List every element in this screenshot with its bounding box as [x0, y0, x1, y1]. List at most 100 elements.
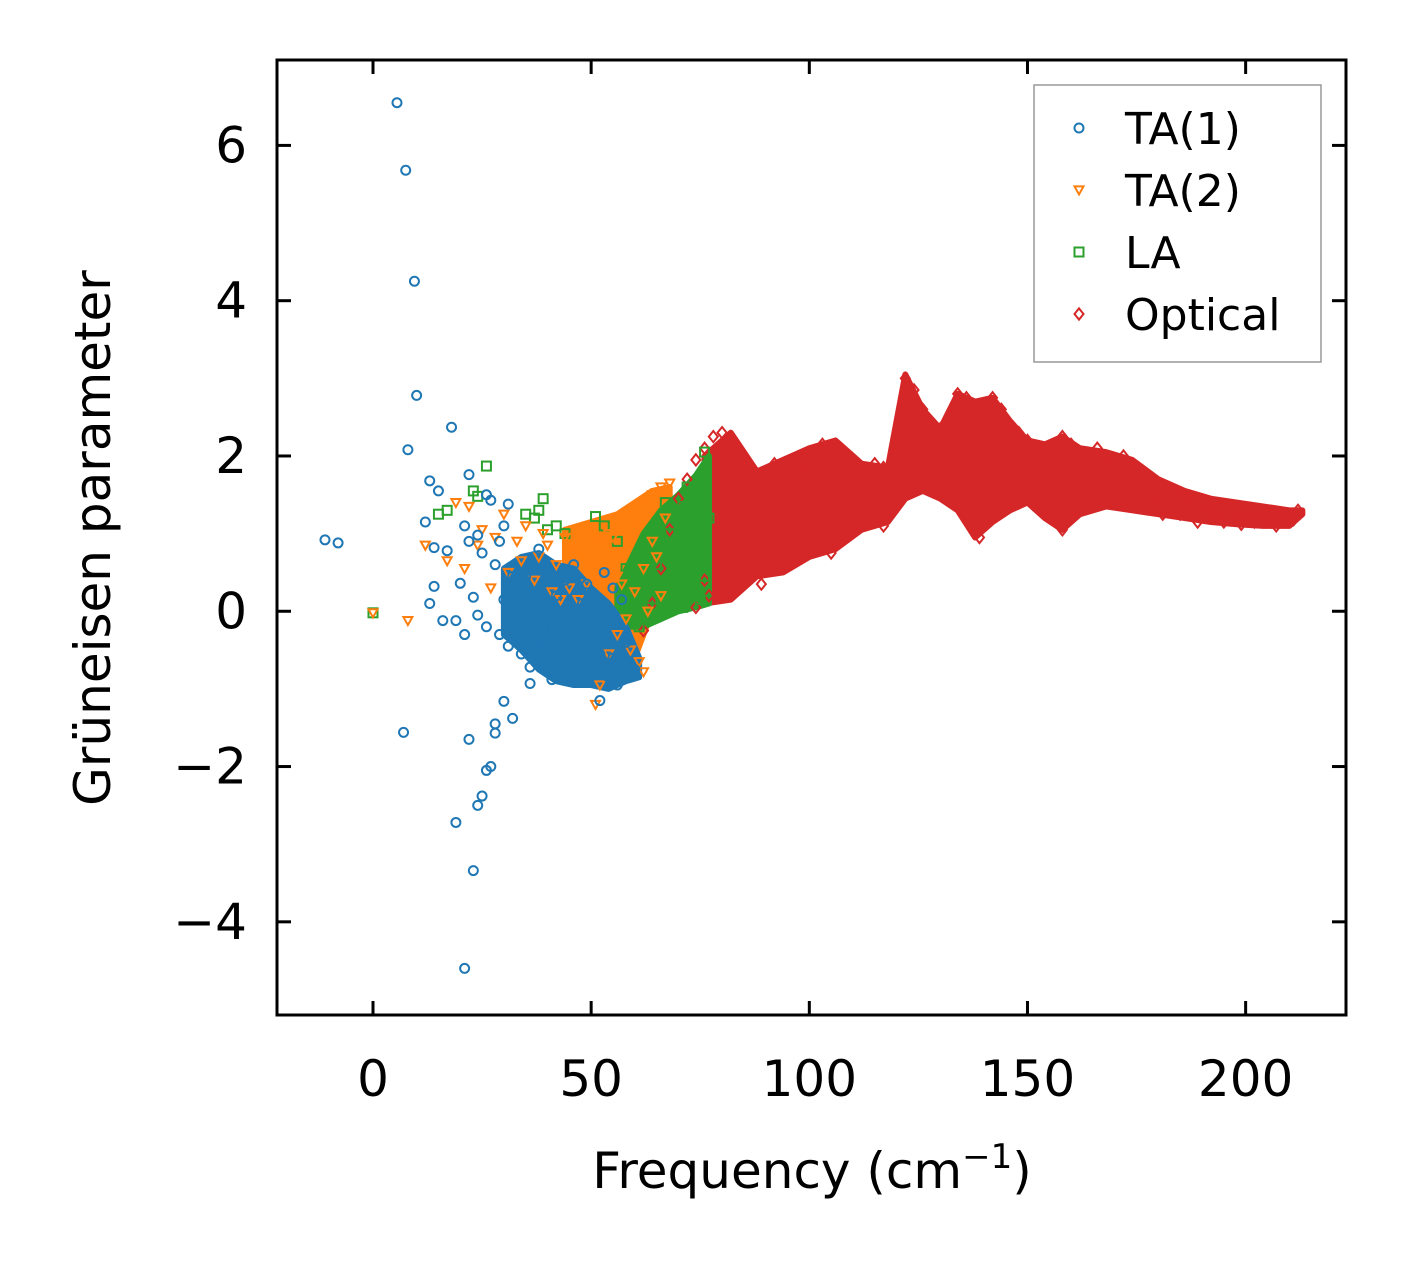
data-point-optical [1091, 440, 1104, 456]
data-point-optical [1148, 491, 1160, 506]
data-point-optical [746, 479, 759, 495]
data-point-la [677, 601, 689, 613]
data-point-optical [1248, 514, 1261, 530]
data-point-ta1 [616, 594, 628, 606]
data-point-optical [1178, 491, 1191, 506]
data-point-optical [951, 386, 964, 402]
data-point-optical [964, 510, 977, 526]
data-point-ta1 [498, 695, 510, 707]
data-point-ta2 [401, 615, 415, 628]
data-point-optical [973, 530, 986, 545]
data-point-ta2 [584, 560, 598, 572]
data-point-ta1 [533, 543, 545, 555]
data-point-ta1 [568, 652, 580, 664]
data-point-ta2 [558, 532, 572, 545]
data-point-ta2 [632, 657, 646, 669]
data-point-optical [751, 514, 763, 530]
data-point-optical [1043, 460, 1056, 475]
data-point-optical [655, 561, 667, 576]
data-point-optical [738, 545, 750, 561]
data-point-ta2 [515, 556, 528, 568]
data-point-ta1 [485, 494, 497, 506]
data-point-la [677, 500, 689, 512]
x-tick-label: 50 [559, 1050, 623, 1108]
data-point-ta1 [408, 275, 420, 287]
data-point-ta1 [559, 629, 571, 641]
data-point-optical [812, 495, 824, 510]
data-point-la [629, 590, 641, 602]
data-point-optical [943, 468, 955, 483]
y-tick-label: 0 [215, 582, 247, 640]
data-point-ta1 [489, 718, 501, 730]
data-point-ta1 [432, 485, 444, 497]
data-point-ta1 [542, 601, 554, 613]
data-point-optical [799, 460, 811, 475]
data-point-ta2 [541, 540, 554, 552]
data-point-ta1 [594, 695, 606, 707]
x-axis-label: Frequency (cm−1) [592, 1137, 1032, 1200]
data-point-optical [908, 382, 920, 398]
data-point-ta1 [450, 816, 462, 828]
legend-label-la: LA [1125, 228, 1181, 279]
data-point-optical [1135, 475, 1147, 491]
data-point-ta2 [637, 501, 650, 514]
data-point-ta1 [524, 677, 536, 689]
data-point-la [651, 520, 663, 532]
data-point-la [655, 594, 667, 606]
data-point-optical [1143, 472, 1156, 487]
data-point-ta1 [515, 648, 527, 660]
data-point-ta1 [450, 615, 462, 627]
data-point-ta2 [611, 571, 624, 583]
x-tick-label: 100 [762, 1050, 857, 1108]
data-point-ta1 [459, 629, 471, 641]
data-point-optical [899, 371, 912, 386]
data-point-ta2 [619, 548, 633, 560]
data-point-ta2 [641, 606, 655, 618]
data-point-ta2 [650, 552, 663, 564]
data-point-ta2 [593, 680, 607, 692]
data-point-ta2 [628, 587, 641, 599]
data-point-ta2 [654, 591, 668, 603]
data-point-ta1 [411, 389, 423, 401]
y-tick-label: 2 [215, 427, 247, 485]
data-point-ta1 [572, 671, 584, 683]
data-point-ta1 [476, 790, 488, 802]
legend-marker-ta1 [1073, 122, 1085, 134]
legend-label-ta1: TA(1) [1124, 104, 1241, 155]
data-point-ta1 [485, 761, 497, 773]
data-point-ta1 [511, 586, 523, 598]
data-point-optical [825, 545, 837, 561]
data-point-optical [834, 534, 846, 549]
data-point-optical [947, 491, 960, 506]
data-point-optical [1012, 425, 1025, 440]
axis-ticks [277, 60, 1346, 1015]
data-point-optical [986, 390, 999, 405]
data-point-ta2 [624, 645, 637, 657]
data-point-optical [777, 479, 789, 495]
data-point-optical [738, 456, 750, 471]
data-point-optical [1117, 448, 1130, 464]
data-point-optical [1130, 483, 1143, 499]
data-point-ta1 [454, 577, 466, 589]
data-point-optical [1026, 460, 1038, 475]
data-point-optical [768, 456, 781, 471]
data-point-ta2 [462, 501, 476, 514]
data-point-ta2 [615, 579, 628, 591]
data-point-la [550, 520, 562, 532]
x-tick-label: 150 [980, 1050, 1075, 1108]
data-point-ta2 [563, 583, 576, 595]
data-point-la [694, 594, 706, 606]
data-point-optical [912, 440, 925, 456]
data-point-ta1 [398, 726, 410, 738]
data-point-la [694, 473, 706, 485]
data-point-ta1 [550, 652, 562, 664]
data-point-optical [1122, 491, 1134, 506]
data-point-la [432, 508, 444, 520]
legend-marker-optical [1073, 306, 1085, 322]
data-point-optical [1170, 483, 1182, 499]
data-point-optical [816, 437, 829, 452]
data-point-ta1 [568, 559, 580, 571]
data-point-optical [1065, 437, 1077, 452]
data-point-optical [1261, 510, 1274, 526]
legend-marker-la [1073, 246, 1085, 258]
